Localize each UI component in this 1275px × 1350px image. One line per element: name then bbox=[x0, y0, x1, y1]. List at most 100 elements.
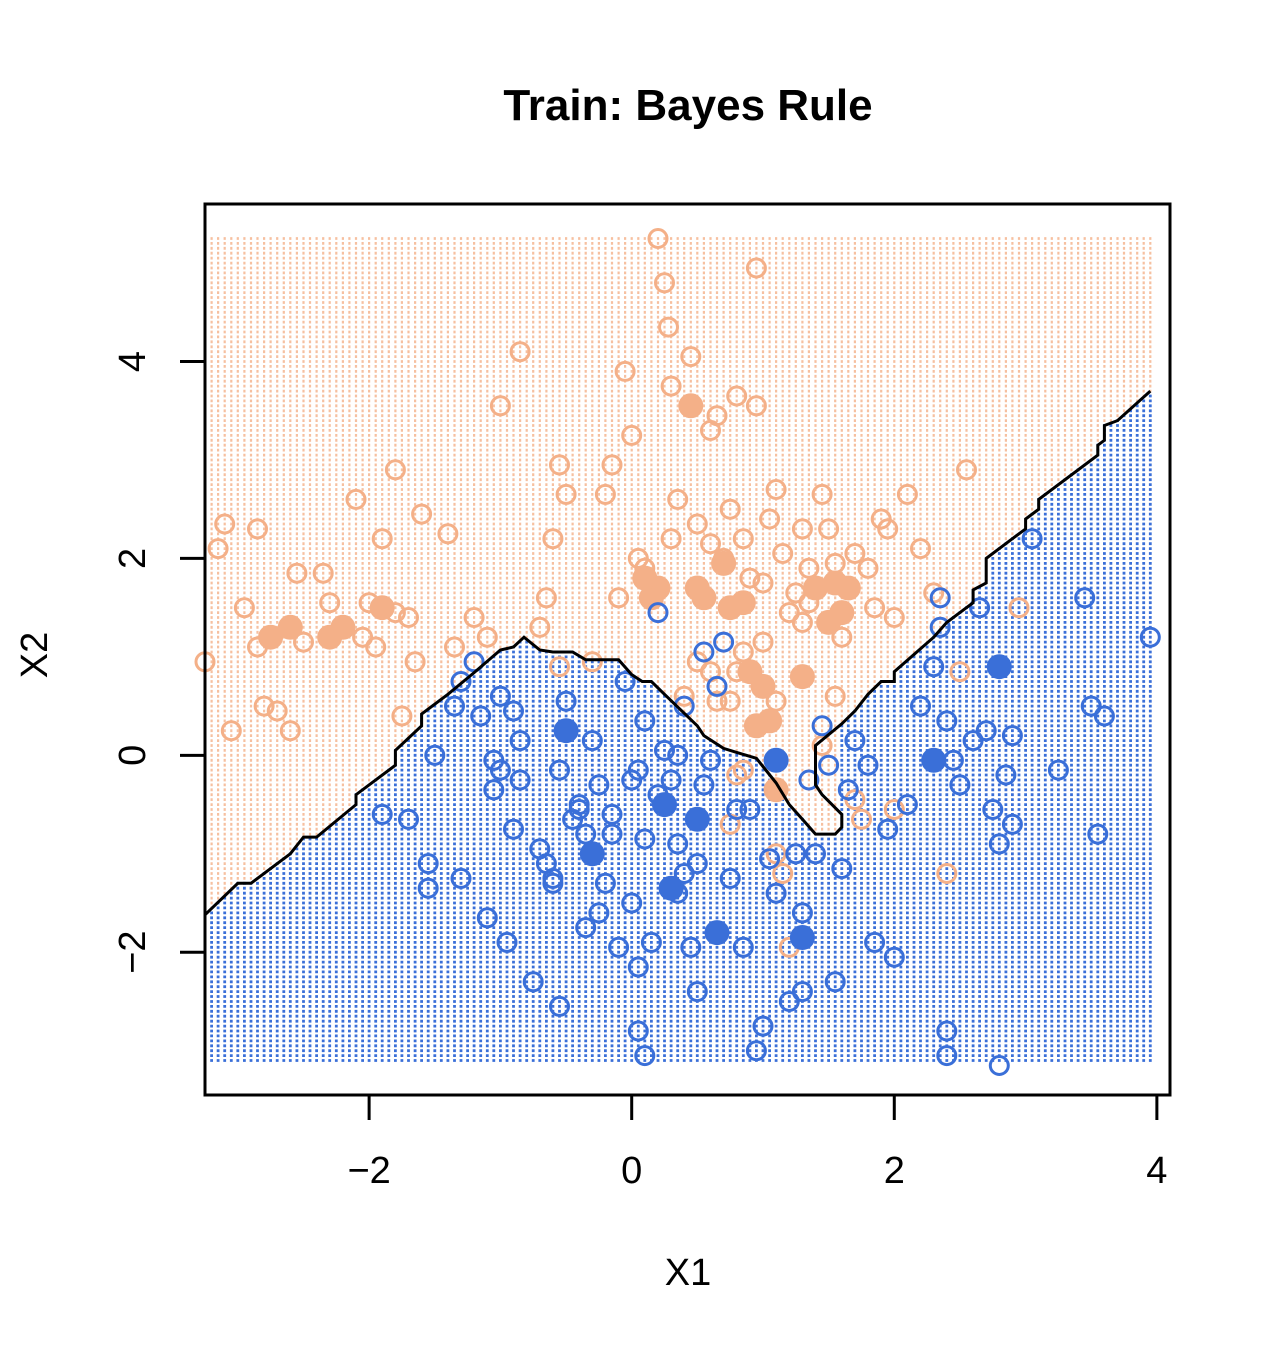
data-point bbox=[220, 720, 242, 742]
data-point bbox=[982, 799, 1004, 820]
data-point bbox=[818, 754, 840, 776]
data-point bbox=[214, 513, 236, 535]
data-point bbox=[686, 853, 708, 875]
data-point bbox=[811, 735, 833, 756]
x-axis: −2 0 2 4 bbox=[347, 1093, 1167, 1192]
data-point bbox=[864, 931, 886, 953]
data-point bbox=[844, 543, 866, 564]
points-layer bbox=[194, 228, 1161, 1076]
data-point bbox=[745, 257, 767, 279]
data-point bbox=[568, 799, 590, 820]
data-point bbox=[1074, 587, 1096, 609]
x-tick-label: 0 bbox=[621, 1150, 642, 1192]
data-point bbox=[864, 597, 886, 619]
data-point-filled bbox=[704, 920, 730, 946]
data-point bbox=[654, 272, 675, 294]
data-point bbox=[450, 867, 472, 889]
data-point bbox=[680, 346, 702, 368]
data-point bbox=[706, 405, 728, 427]
data-point bbox=[503, 818, 524, 840]
data-point bbox=[759, 848, 781, 870]
y-tick-label: −2 bbox=[112, 931, 154, 974]
data-point bbox=[824, 685, 846, 707]
data-point bbox=[522, 971, 544, 993]
data-point bbox=[1087, 823, 1109, 845]
data-point bbox=[975, 720, 997, 742]
data-point-filled bbox=[317, 624, 343, 650]
data-point bbox=[233, 597, 255, 619]
data-point bbox=[910, 695, 931, 717]
data-point bbox=[417, 877, 439, 899]
y-tick-label: 4 bbox=[112, 351, 154, 372]
data-point-filled bbox=[711, 550, 737, 576]
data-point bbox=[496, 931, 518, 953]
data-point bbox=[706, 690, 728, 712]
data-point bbox=[647, 228, 669, 249]
data-point bbox=[503, 700, 524, 722]
data-point bbox=[581, 651, 603, 673]
data-point bbox=[588, 902, 610, 924]
data-point bbox=[995, 764, 1017, 786]
data-point bbox=[529, 616, 551, 638]
data-point bbox=[417, 853, 439, 875]
data-point bbox=[693, 774, 715, 796]
data-point bbox=[391, 705, 413, 727]
data-point bbox=[476, 626, 498, 648]
data-point bbox=[857, 754, 879, 776]
data-point bbox=[693, 641, 715, 663]
data-point bbox=[877, 518, 899, 540]
y-axis-label: X2 bbox=[14, 632, 56, 678]
data-point bbox=[398, 808, 419, 830]
decision-boundary bbox=[203, 389, 1152, 916]
data-point bbox=[601, 454, 623, 476]
data-point bbox=[883, 946, 905, 968]
data-point bbox=[686, 981, 708, 1003]
chart-title: Train: Bayes Rule bbox=[503, 81, 872, 130]
data-point bbox=[1008, 597, 1030, 619]
data-point bbox=[949, 774, 971, 796]
data-point bbox=[956, 459, 977, 481]
data-point-filled bbox=[652, 792, 677, 818]
data-point bbox=[658, 316, 679, 338]
data-point bbox=[627, 956, 649, 978]
data-point-filled bbox=[835, 575, 861, 601]
data-point bbox=[1047, 759, 1069, 781]
data-point bbox=[713, 631, 735, 653]
data-point bbox=[594, 872, 616, 894]
data-point bbox=[266, 700, 288, 722]
data-point bbox=[470, 705, 492, 727]
data-point-filled bbox=[743, 713, 769, 739]
data-point bbox=[791, 902, 813, 924]
data-point bbox=[581, 730, 603, 752]
data-point bbox=[384, 459, 406, 481]
data-point bbox=[1139, 626, 1161, 648]
data-point bbox=[352, 626, 374, 648]
data-point bbox=[988, 833, 1010, 855]
data-point bbox=[798, 769, 820, 791]
data-point bbox=[660, 769, 682, 791]
data-point bbox=[700, 533, 721, 555]
data-point bbox=[411, 503, 433, 525]
data-point bbox=[634, 828, 656, 850]
data-point bbox=[988, 1055, 1010, 1076]
data-point bbox=[627, 759, 649, 781]
data-point bbox=[476, 907, 498, 929]
data-point bbox=[752, 1015, 774, 1037]
data-point bbox=[444, 695, 465, 717]
data-point bbox=[253, 695, 275, 717]
data-point bbox=[726, 764, 748, 786]
data-point bbox=[883, 799, 905, 820]
data-point bbox=[772, 863, 794, 884]
data-point bbox=[549, 995, 570, 1017]
data-point-filled bbox=[691, 585, 717, 611]
data-point bbox=[614, 360, 636, 382]
data-point-filled bbox=[789, 664, 815, 690]
data-point bbox=[772, 543, 794, 564]
data-point bbox=[286, 562, 308, 584]
data-point bbox=[936, 1020, 958, 1042]
data-point bbox=[312, 562, 334, 584]
data-point bbox=[437, 523, 459, 545]
data-point bbox=[778, 991, 800, 1012]
data-point bbox=[319, 592, 341, 614]
